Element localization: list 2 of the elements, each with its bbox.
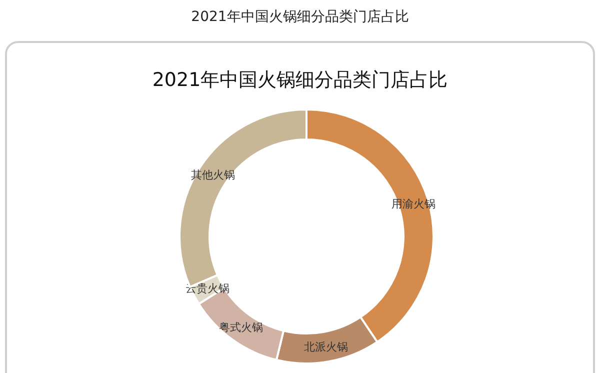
- title: 2021年中国火锅细分品类门店占比: [191, 9, 409, 25]
- subtitle: 2021年中国火锅细分品类门店占比: [152, 69, 448, 91]
